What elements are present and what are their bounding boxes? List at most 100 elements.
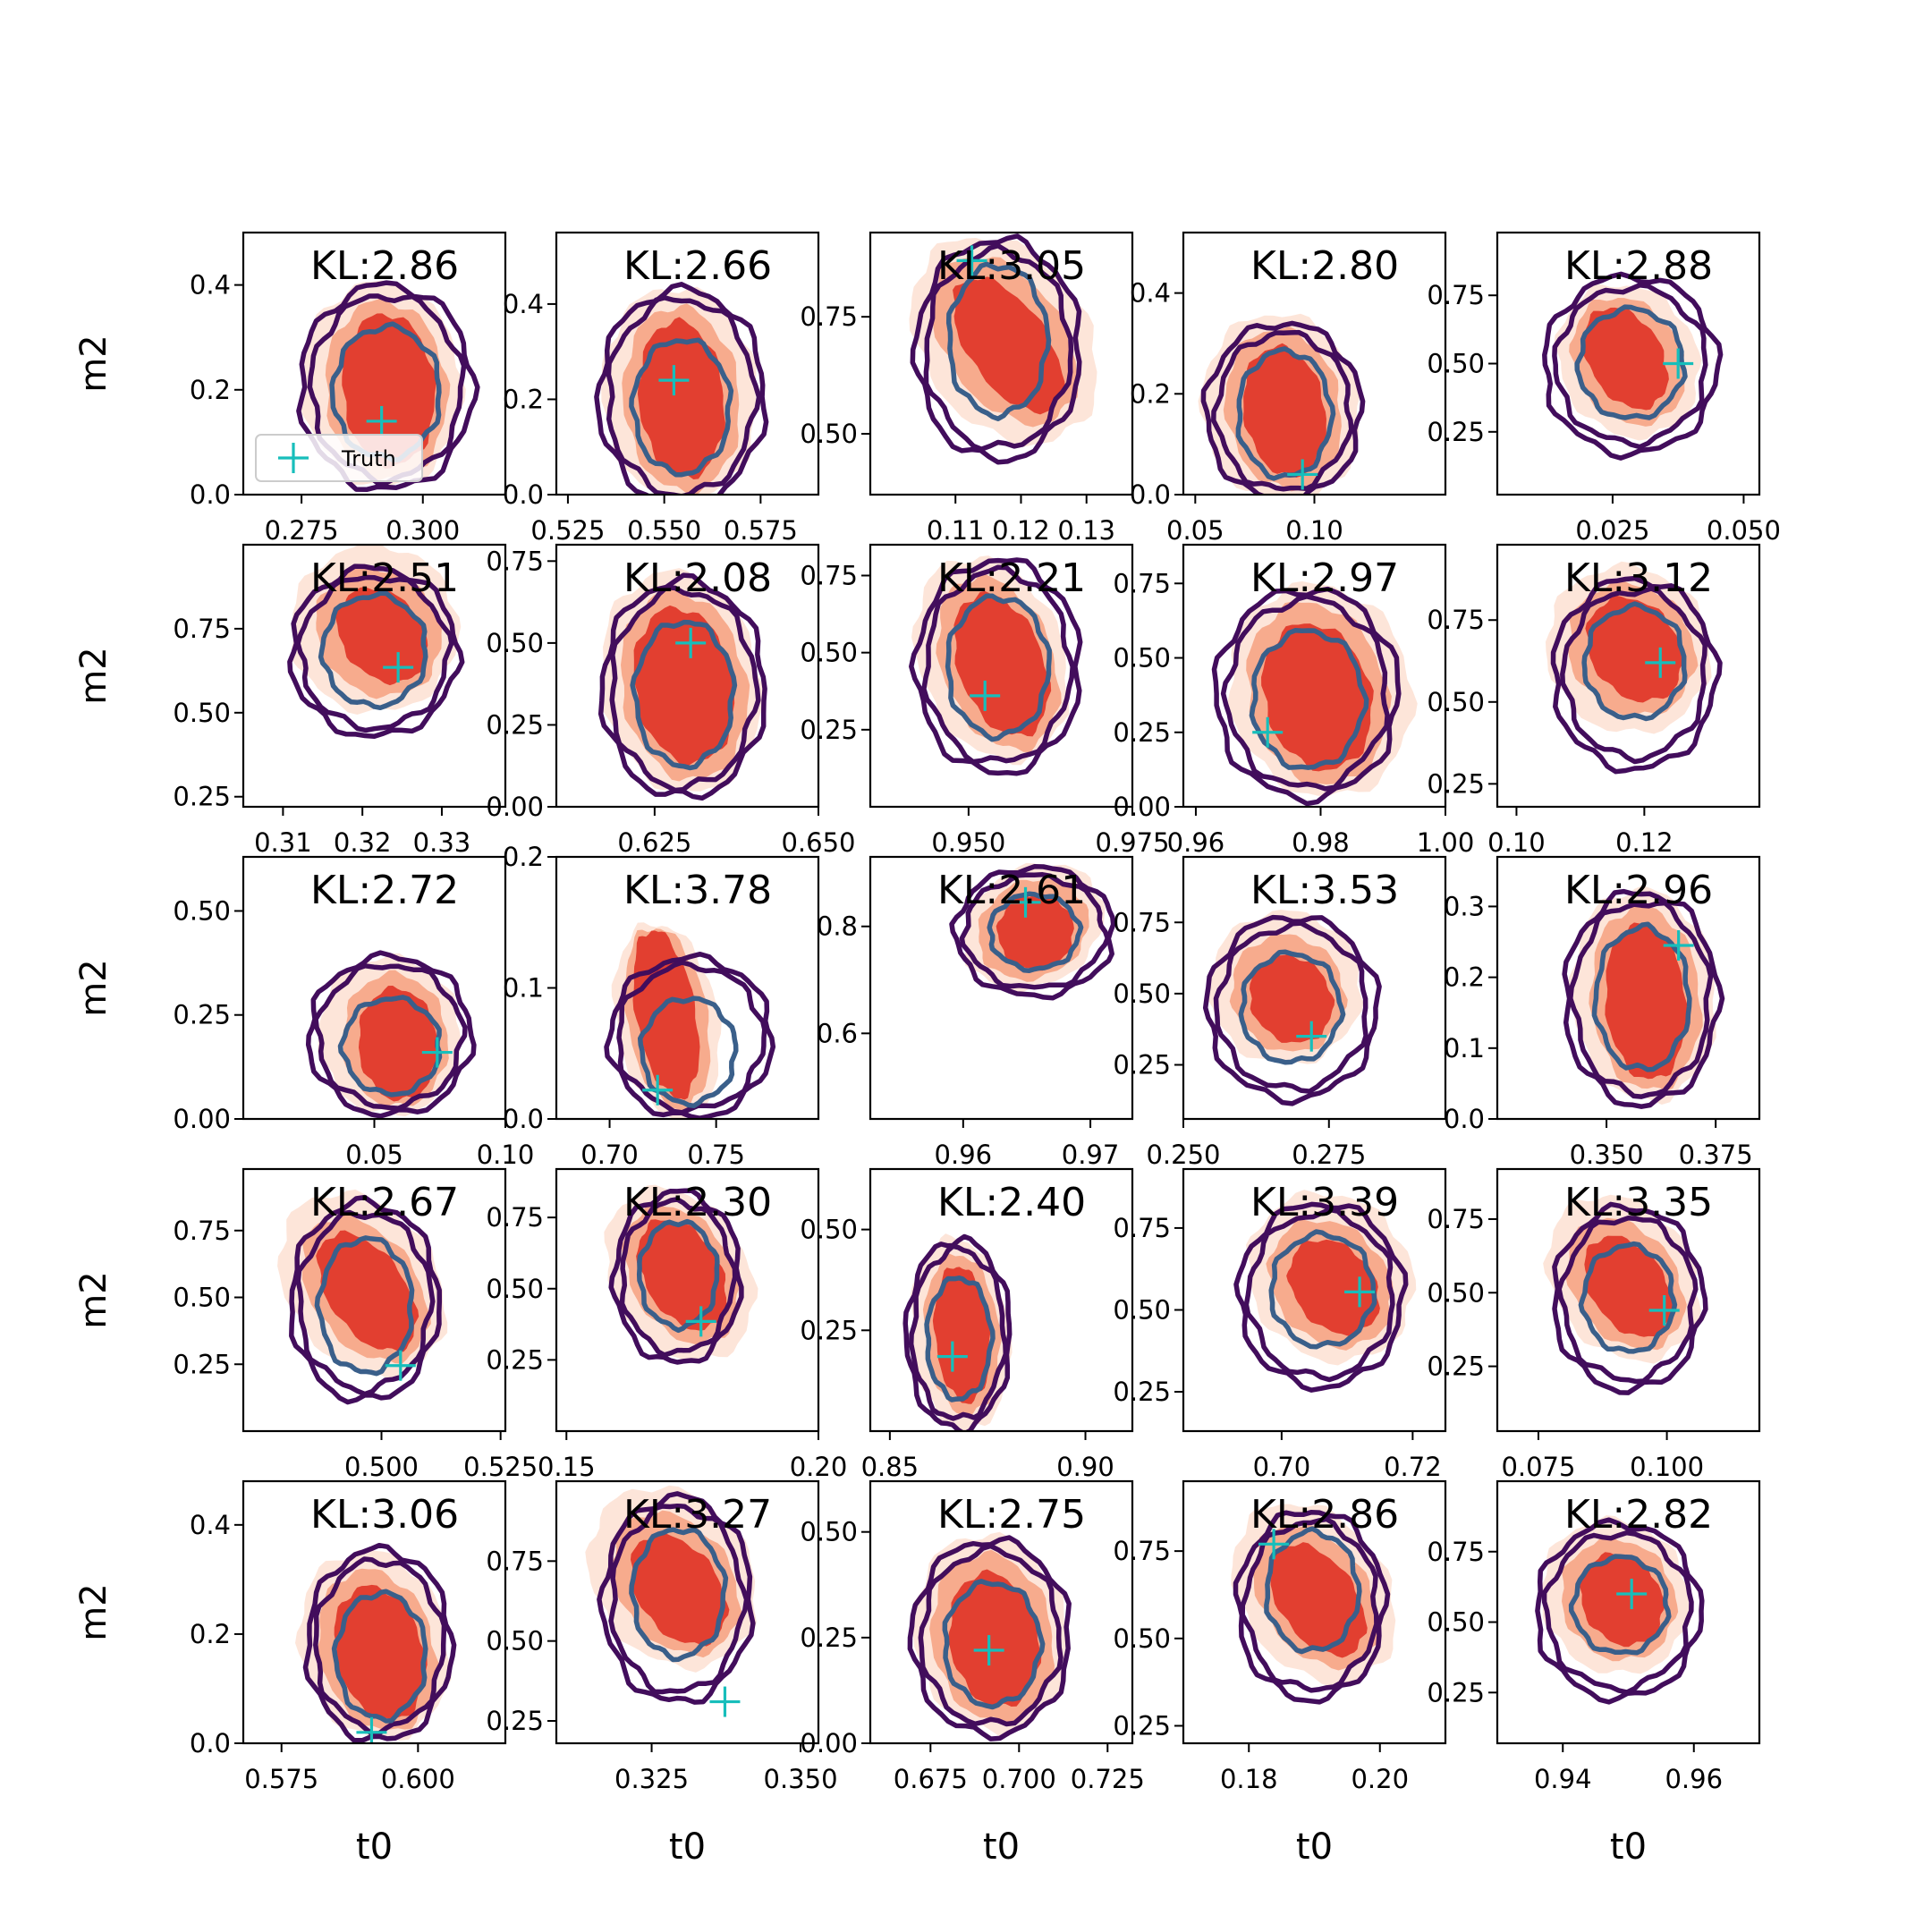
x-axis-title: t0 xyxy=(1610,1826,1647,1868)
density-contour-level-1 xyxy=(902,1233,1013,1431)
density-contour-level-1 xyxy=(1233,1510,1391,1705)
truth-marker xyxy=(1645,647,1676,678)
kl-annotation: KL:3.06 xyxy=(310,1492,459,1538)
density-fill-level-3 xyxy=(1579,1552,1665,1648)
density-contour-level-1 xyxy=(608,1188,744,1365)
y-axis-title: m2 xyxy=(73,1271,114,1328)
y-tick-label: 0.75 xyxy=(1427,280,1485,310)
kl-annotation: KL:2.88 xyxy=(1564,243,1713,289)
y-tick-label: 0.75 xyxy=(800,560,858,590)
panel-2: 0.525 0.550 0.575 0.0 0.2 0.4 KL:2.66 xyxy=(503,231,820,546)
kl-annotation: KL:2.97 xyxy=(1250,555,1399,601)
density-fill-level-3 xyxy=(633,605,735,767)
axes-frame xyxy=(1496,1479,1761,1745)
x-tick-label: 0.975 xyxy=(1095,827,1169,858)
x-tick-label: 0.700 xyxy=(982,1764,1056,1794)
y-tick-label: 0.3 xyxy=(1444,891,1485,921)
kl-annotation: KL:2.72 xyxy=(310,868,459,913)
density-contour-level-2 xyxy=(313,963,468,1111)
x-tick-label: 0.11 xyxy=(927,515,985,546)
density-fill-level-3 xyxy=(630,1532,730,1647)
density-contour-level-1 xyxy=(1211,586,1402,807)
density-contour-level-2 xyxy=(1560,586,1707,765)
density-contour-level-1 xyxy=(910,233,1082,465)
density-contour-level-3 xyxy=(630,619,738,771)
y-tick-label: 0.75 xyxy=(1427,605,1485,635)
plot-area xyxy=(305,950,477,1119)
axes-frame xyxy=(555,1479,820,1745)
y-tick-label: 0.50 xyxy=(1427,1277,1485,1308)
panel-17: 0.15 0.20 0.25 0.50 0.75 KL:2.30 xyxy=(486,1167,847,1482)
y-tick-label: 0.50 xyxy=(1113,979,1171,1009)
density-contour-level-1 xyxy=(296,280,480,493)
plot-area xyxy=(1198,313,1366,495)
axes-frame xyxy=(242,231,507,496)
truth-marker xyxy=(1258,1529,1290,1560)
y-tick-label: 0.4 xyxy=(503,289,544,319)
x-tick-label: 0.675 xyxy=(894,1764,968,1794)
truth-marker xyxy=(385,1350,416,1381)
truth-marker xyxy=(685,1306,716,1337)
density-contour-level-3 xyxy=(1268,1229,1377,1350)
x-tick-label: 0.10 xyxy=(1487,827,1546,858)
plot-area xyxy=(1233,1190,1417,1393)
y-tick-label: 0.50 xyxy=(1427,349,1485,379)
density-fill-level-3 xyxy=(1605,922,1689,1080)
density-contour-level-1 xyxy=(1233,1201,1409,1393)
x-tick-label: 0.18 xyxy=(1220,1764,1278,1794)
y-tick-label: 0.25 xyxy=(1113,1377,1171,1407)
density-contour-level-2 xyxy=(923,242,1074,452)
density-contour-level-2 xyxy=(606,295,762,495)
kl-annotation: KL:2.08 xyxy=(623,555,772,601)
y-tick-label: 0.2 xyxy=(190,375,231,405)
density-fill-level-3 xyxy=(1286,1239,1380,1337)
truth-marker xyxy=(421,1037,453,1068)
y-tick-label: 0.0 xyxy=(1444,1104,1485,1134)
y-tick-label: 0.25 xyxy=(173,1349,231,1379)
density-contour-level-2 xyxy=(959,872,1111,990)
y-tick-label: 0.50 xyxy=(800,1215,858,1245)
axes-frame xyxy=(555,1167,820,1433)
density-fill-level-3 xyxy=(1242,343,1326,478)
x-tick-label: 0.575 xyxy=(724,515,798,546)
y-tick-label: 0.25 xyxy=(1427,1677,1485,1707)
y-tick-label: 0.75 xyxy=(173,1216,231,1246)
y-tick-label: 0.50 xyxy=(1427,687,1485,717)
density-contour-level-3 xyxy=(337,995,443,1097)
y-tick-label: 0.2 xyxy=(1444,962,1485,993)
truth-marker xyxy=(1648,1295,1680,1326)
kl-annotation: KL:3.53 xyxy=(1250,868,1399,913)
y-tick-label: 0.8 xyxy=(817,911,858,942)
y-tick-label: 0.0 xyxy=(503,479,544,510)
density-contour-level-1 xyxy=(597,1491,756,1705)
y-tick-label: 0.1 xyxy=(1444,1033,1485,1063)
panel-9: 0.96 0.98 1.00 0.00 0.25 0.50 0.75 KL:2.97 xyxy=(1113,543,1474,858)
x-tick-label: 0.70 xyxy=(580,1140,639,1170)
x-tick-label: 0.375 xyxy=(1679,1140,1753,1170)
y-tick-label: 0.25 xyxy=(173,782,231,812)
truth-marker xyxy=(1287,459,1318,490)
panel-8: 0.950 0.975 0.25 0.50 0.75 KL:2.21 xyxy=(800,543,1170,858)
y-tick-label: 0.50 xyxy=(1113,1623,1171,1654)
y-tick-label: 0.25 xyxy=(800,715,858,745)
plot-area xyxy=(1231,1504,1396,1705)
plot-area xyxy=(1543,1194,1708,1395)
y-tick-label: 0.2 xyxy=(1130,378,1171,409)
plot-area xyxy=(1545,561,1723,775)
x-tick-label: 0.575 xyxy=(244,1764,318,1794)
y-tick-label: 0.0 xyxy=(503,1104,544,1134)
density-fill-level-3 xyxy=(948,1569,1042,1707)
x-tick-label: 0.96 xyxy=(1167,827,1225,858)
panel-19: 0.70 0.72 0.25 0.50 0.75 KL:3.39 xyxy=(1113,1167,1447,1482)
density-contour-level-1 xyxy=(1550,575,1723,775)
plot-area xyxy=(907,1531,1072,1741)
x-tick-label: 0.550 xyxy=(627,515,701,546)
kl-annotation: KL:2.80 xyxy=(1250,243,1399,289)
x-tick-label: 0.97 xyxy=(1062,1140,1120,1170)
truth-marker xyxy=(1344,1276,1376,1308)
truth-marker xyxy=(1663,929,1694,961)
kl-annotation: KL:3.12 xyxy=(1564,555,1713,601)
y-tick-label: 0.2 xyxy=(190,1619,231,1649)
truth-marker xyxy=(383,652,414,683)
